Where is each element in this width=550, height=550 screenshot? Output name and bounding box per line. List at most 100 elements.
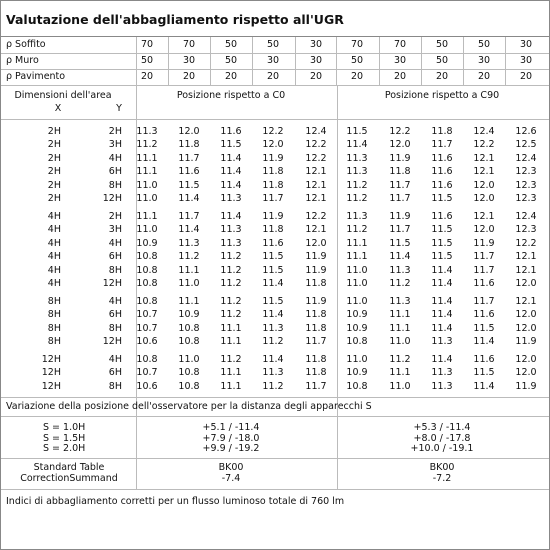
ugr-value: 11.0 — [346, 278, 368, 289]
ugr-value: 12.2 — [473, 139, 495, 151]
ugr-value: 11.4 — [262, 278, 284, 289]
ugr-value: 11.1 — [136, 166, 158, 178]
area-y: 4H — [108, 152, 122, 164]
reflectance-value: 20 — [309, 71, 323, 82]
ugr-value: 11.1 — [136, 211, 158, 222]
ugr-value: 11.1 — [220, 322, 242, 334]
ugr-value: 11.9 — [262, 211, 284, 222]
ugr-value: 12.2 — [305, 139, 327, 151]
ugr-value: 11.4 — [346, 139, 368, 151]
ugr-value: 12.4 — [473, 126, 495, 137]
reflectance-value: 20 — [519, 71, 533, 82]
area-x: 2H — [47, 126, 61, 137]
ugr-value: 10.8 — [178, 380, 200, 392]
ugr-value: 11.4 — [220, 166, 242, 178]
ugr-value: 11.3 — [346, 166, 368, 178]
area-y: 12H — [102, 193, 122, 204]
ugr-value: 11.7 — [178, 152, 200, 164]
ugr-value: 10.8 — [178, 322, 200, 334]
ugr-value: 11.9 — [515, 380, 537, 392]
reflectance-value: 50 — [266, 39, 280, 50]
ugr-value: 12.6 — [515, 126, 537, 137]
ugr-value: 10.9 — [136, 237, 158, 249]
ugr-value: 12.0 — [515, 322, 537, 334]
ugr-value: 11.7 — [305, 336, 327, 348]
ugr-value: 11.6 — [431, 211, 453, 222]
ugr-value: 11.7 — [262, 193, 284, 204]
ugr-value: 11.4 — [431, 309, 453, 321]
ugr-value: 11.8 — [262, 166, 284, 178]
ugr-value: 12.1 — [305, 166, 327, 178]
reflectance-value: 20 — [140, 71, 154, 82]
ugr-value: 11.5 — [346, 126, 368, 137]
ugr-value: 11.3 — [431, 336, 453, 348]
area-x: 4H — [47, 224, 61, 236]
ugr-value: 10.8 — [136, 354, 158, 365]
reflectance-value: 30 — [519, 39, 533, 50]
ugr-value: 11.4 — [220, 211, 242, 222]
ugr-value: 11.1 — [220, 336, 242, 348]
ugr-value: 11.3 — [220, 224, 242, 236]
ugr-value: 11.9 — [515, 336, 537, 348]
reflectance-value: 20 — [182, 71, 196, 82]
ugr-value: 11.1 — [346, 237, 368, 249]
ugr-value: 12.1 — [473, 211, 495, 222]
reflectance-value: 50 — [477, 39, 491, 50]
ugr-value: 12.2 — [389, 126, 411, 137]
area-x: 12H — [41, 354, 61, 365]
ugr-value: 10.8 — [136, 251, 158, 263]
rule — [379, 37, 380, 85]
ugr-value: 10.9 — [346, 322, 368, 334]
ugr-value: 11.2 — [178, 251, 200, 263]
variation-c0: +5.1 / -11.4 — [202, 422, 260, 433]
area-x: 2H — [47, 166, 61, 178]
ugr-value: 11.4 — [431, 322, 453, 334]
ugr-value: 11.7 — [389, 224, 411, 236]
ugr-value: 11.8 — [305, 354, 327, 365]
area-x: 4H — [47, 211, 61, 222]
ugr-value: 11.5 — [262, 264, 284, 276]
reflectance-value: 30 — [182, 55, 196, 66]
reflectance-value: 20 — [435, 71, 449, 82]
ugr-value: 11.2 — [136, 139, 158, 151]
ugr-value: 11.9 — [262, 152, 284, 164]
reflectance-value: 30 — [266, 55, 280, 66]
ugr-value: 11.2 — [389, 354, 411, 365]
ugr-value: 11.3 — [346, 211, 368, 222]
ugr-value: 11.7 — [389, 179, 411, 191]
ugr-value: 12.3 — [515, 193, 537, 204]
reflectance-value: 70 — [182, 39, 196, 50]
ugr-value: 10.7 — [136, 322, 158, 334]
ugr-value: 12.4 — [515, 152, 537, 164]
ugr-value: 12.3 — [515, 166, 537, 178]
ugr-value: 11.3 — [178, 237, 200, 249]
area-y: 12H — [102, 278, 122, 289]
ugr-value: 11.2 — [220, 264, 242, 276]
variation-label: S = 1.5H — [43, 432, 86, 444]
rule — [1, 53, 549, 54]
ugr-value: 11.8 — [305, 309, 327, 321]
ugr-value: 11.3 — [262, 322, 284, 334]
ugr-value: 10.8 — [178, 336, 200, 348]
area-x: 2H — [47, 152, 61, 164]
ugr-value: 10.7 — [136, 309, 158, 321]
reflectance-value: 50 — [350, 55, 364, 66]
ugr-value: 11.0 — [346, 264, 368, 276]
ugr-value: 12.5 — [515, 139, 537, 151]
rule — [295, 37, 296, 85]
variation-c90: +10.0 / -19.1 — [410, 443, 474, 454]
variation-c90: +8.0 / -17.8 — [413, 432, 471, 444]
ugr-value: 12.3 — [515, 224, 537, 236]
ugr-value: 11.3 — [389, 264, 411, 276]
ugr-value: 11.3 — [136, 126, 158, 137]
ugr-value: 11.4 — [431, 264, 453, 276]
ugr-value: 11.4 — [473, 380, 495, 392]
ugr-value: 11.3 — [220, 237, 242, 249]
ugr-value: 11.1 — [389, 367, 411, 379]
ugr-value: 12.1 — [305, 179, 327, 191]
variation-title: Variazione della posizione dell'osservat… — [6, 401, 372, 412]
reflectance-value: 30 — [309, 55, 323, 66]
ugr-value: 11.8 — [305, 322, 327, 334]
ugr-value: 11.0 — [389, 380, 411, 392]
